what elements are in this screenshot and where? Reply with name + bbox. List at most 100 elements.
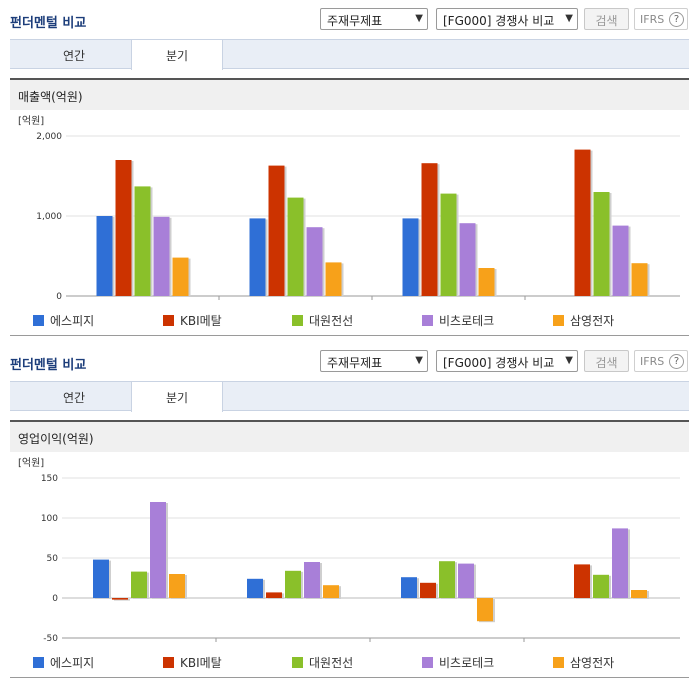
legend-item[interactable]: 비츠로테크: [422, 654, 494, 670]
bar: [112, 598, 128, 600]
statement-select[interactable]: 주재무제표 ▼: [320, 8, 428, 30]
bar: [631, 263, 648, 296]
legend-item[interactable]: KBI메탈: [163, 654, 222, 670]
bar: [172, 257, 189, 296]
chevron-down-icon: ▼: [415, 355, 423, 366]
bar: [439, 561, 455, 598]
chart-legend: 에스피지 KBI메탈 대원전선 비츠로테크 삼영전자: [0, 654, 696, 672]
ifrs-label: IFRS: [640, 355, 665, 368]
bar: [440, 193, 457, 296]
legend-label: 에스피지: [50, 314, 95, 328]
legend-item[interactable]: 대원전선: [292, 312, 353, 328]
tab-annual[interactable]: 연간: [62, 49, 86, 63]
bar: [612, 225, 629, 296]
legend-item[interactable]: 에스피지: [33, 312, 94, 328]
legend-swatch: [163, 657, 174, 668]
bar: [169, 574, 185, 598]
statement-select-value: 주재무제표: [327, 356, 383, 370]
ifrs-label: IFRS: [640, 13, 665, 26]
bar: [325, 262, 342, 296]
legend-label: 삼영전자: [570, 314, 615, 328]
statement-select-value: 주재무제표: [327, 14, 383, 28]
bar: [593, 192, 610, 296]
y-tick-label: 2,000: [36, 132, 62, 142]
y-tick-label: 50: [47, 554, 59, 564]
revenue-chart: [억원]2,0001,00002023/062023/092023/122024…: [18, 115, 680, 302]
peer-select[interactable]: [FG000] 경쟁사 비교 ▼: [436, 8, 578, 30]
bar: [631, 590, 647, 598]
chevron-down-icon: ▼: [565, 13, 573, 24]
panel-title: 펀더멘털 비교: [10, 16, 87, 31]
period-tabs: 연간 분기: [10, 381, 689, 412]
bar: [287, 197, 304, 296]
bar: [574, 149, 591, 296]
legend-label: 삼영전자: [570, 656, 615, 670]
bar: [249, 218, 266, 296]
legend-label: KBI메탈: [180, 314, 222, 328]
ifrs-button[interactable]: IFRS ?: [634, 8, 688, 30]
legend-label: 대원전선: [309, 656, 354, 670]
bar: [153, 216, 170, 296]
y-tick-label: 0: [56, 292, 62, 302]
chevron-down-icon: ▼: [415, 13, 423, 24]
peer-select-value: [FG000] 경쟁사 비교: [443, 356, 555, 370]
bar: [458, 563, 474, 598]
legend-swatch: [553, 657, 564, 668]
bar: [266, 592, 282, 598]
tab-quarterly[interactable]: 분기: [131, 382, 223, 412]
y-tick-label: 150: [41, 474, 58, 484]
legend-swatch: [33, 315, 44, 326]
bar: [477, 598, 493, 622]
legend-item[interactable]: 에스피지: [33, 654, 94, 670]
search-button[interactable]: 검색: [584, 8, 629, 30]
bar: [285, 570, 301, 598]
bar: [268, 165, 285, 296]
statement-select[interactable]: 주재무제표 ▼: [320, 350, 428, 372]
tab-quarterly[interactable]: 분기: [131, 40, 223, 70]
legend-swatch: [292, 657, 303, 668]
legend-item[interactable]: 삼영전자: [553, 654, 614, 670]
section-title: 매출액(억원): [10, 78, 689, 110]
legend-swatch: [422, 315, 433, 326]
legend-label: 에스피지: [50, 656, 95, 670]
legend-item[interactable]: 대원전선: [292, 654, 353, 670]
legend-label: 비츠로테크: [439, 656, 495, 670]
legend-label: KBI메탈: [180, 656, 222, 670]
divider: [10, 677, 689, 678]
bar: [306, 227, 323, 296]
bar: [402, 218, 419, 296]
help-icon[interactable]: ?: [669, 354, 684, 369]
peer-select-value: [FG000] 경쟁사 비교: [443, 14, 555, 28]
y-tick-label: 100: [41, 514, 58, 524]
legend-item[interactable]: KBI메탈: [163, 312, 222, 328]
chevron-down-icon: ▼: [565, 355, 573, 366]
legend-label: 비츠로테크: [439, 314, 495, 328]
legend-item[interactable]: 비츠로테크: [422, 312, 494, 328]
unit-label: [억원]: [18, 457, 44, 469]
bar: [593, 574, 609, 598]
period-tabs: 연간 분기: [10, 39, 689, 70]
fundamental-panel-1: 펀더멘털 비교 주재무제표 ▼ [FG000] 경쟁사 비교 ▼ 검색 IFRS…: [0, 0, 696, 336]
panel-title: 펀더멘털 비교: [10, 358, 87, 373]
help-icon[interactable]: ?: [669, 12, 684, 27]
bar: [131, 571, 147, 598]
bar: [323, 585, 339, 598]
y-tick-label: 1,000: [36, 212, 62, 222]
chart-legend: 에스피지 KBI메탈 대원전선 비츠로테크 삼영전자: [0, 312, 696, 330]
ifrs-button[interactable]: IFRS ?: [634, 350, 688, 372]
legend-swatch: [292, 315, 303, 326]
bar: [115, 160, 132, 296]
panel-header: 펀더멘털 비교 주재무제표 ▼ [FG000] 경쟁사 비교 ▼ 검색 IFRS…: [0, 0, 696, 38]
section-title: 영업이익(억원): [10, 420, 689, 452]
bar: [459, 223, 476, 296]
bar: [304, 562, 320, 598]
search-button[interactable]: 검색: [584, 350, 629, 372]
y-tick-label: -50: [43, 634, 58, 644]
bar: [247, 578, 263, 598]
peer-select[interactable]: [FG000] 경쟁사 비교 ▼: [436, 350, 578, 372]
bar-shadow: [114, 599, 130, 601]
legend-item[interactable]: 삼영전자: [553, 312, 614, 328]
tab-annual[interactable]: 연간: [62, 391, 86, 405]
divider: [10, 335, 689, 336]
bar: [478, 268, 495, 296]
